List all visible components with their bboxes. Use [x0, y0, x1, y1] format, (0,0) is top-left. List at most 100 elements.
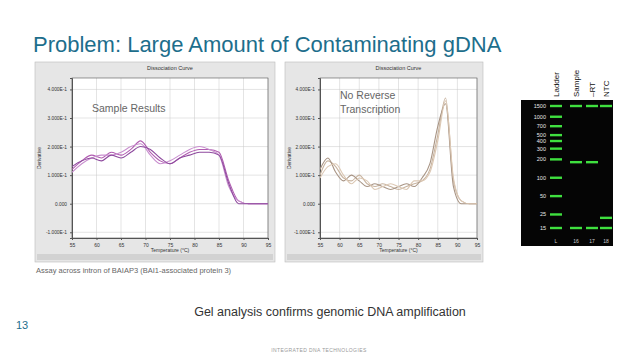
band [550, 134, 562, 136]
series-line [72, 147, 268, 204]
lane-number: 17 [589, 238, 595, 244]
grid-line [457, 78, 458, 238]
band [550, 213, 562, 215]
tick-label: 4.000E-1 [296, 87, 316, 92]
tick-label: 85 [217, 242, 223, 248]
plot-frame [320, 78, 477, 238]
tick: 95 [475, 238, 481, 248]
band [550, 177, 562, 179]
series-group [320, 98, 477, 204]
ladder-label: 300 [537, 146, 546, 152]
tick-label: 1.000E-1 [296, 173, 316, 178]
caption: Assay across intron of BAIAP3 (BAI1-asso… [36, 266, 232, 275]
tick: 80 [192, 238, 198, 248]
tick-label: 65 [357, 242, 363, 248]
grid-line [398, 78, 399, 238]
axis-line [73, 239, 269, 241]
tick-label: 2.000E-1 [48, 145, 68, 150]
band [550, 147, 562, 149]
tick: 0.000 [303, 202, 320, 207]
page-number: 13 [16, 319, 28, 331]
tick-label: 3.000E-1 [48, 116, 68, 121]
tick-label: 90 [241, 242, 247, 248]
grid-line [437, 78, 438, 238]
band [550, 105, 562, 107]
tick-label: 85 [435, 242, 441, 248]
tick: 3.000E-1 [48, 116, 72, 121]
tick-label: 3.000E-1 [296, 116, 316, 121]
tick: 1.000E-1 [48, 173, 72, 178]
ladder-label: 1000 [534, 114, 546, 120]
band [586, 161, 598, 163]
bands [550, 105, 612, 229]
tick: 90 [455, 238, 461, 248]
tick: -1.000E-1 [294, 230, 320, 235]
plot-area [320, 78, 477, 238]
tick: 0.000 [55, 202, 72, 207]
tick: 1.000E-1 [296, 173, 320, 178]
band [550, 227, 562, 229]
band [550, 158, 562, 160]
plot-area [72, 78, 268, 238]
tick: 85 [435, 238, 441, 248]
ladder-label: 1500 [534, 103, 546, 109]
series-line [320, 101, 477, 204]
band [550, 195, 562, 197]
band [550, 116, 562, 118]
tick-label: -1.000E-1 [46, 230, 67, 235]
tick-label: 65 [119, 242, 125, 248]
tick: 95 [266, 238, 272, 248]
ladder-label: 100 [537, 175, 546, 181]
chart: Dissociation Curve-1.000E-10.0001.000E-1… [285, 62, 483, 262]
grid-line [170, 78, 171, 238]
band [600, 227, 612, 229]
band [586, 105, 598, 107]
tick: 65 [357, 238, 363, 248]
band [570, 227, 582, 229]
background [0, 0, 638, 359]
toolbar [287, 254, 481, 260]
tick: 4.000E-1 [296, 87, 320, 92]
series-line [320, 98, 477, 204]
tick: 2.000E-1 [296, 145, 320, 150]
grid-line [418, 78, 419, 238]
tick: 3.000E-1 [296, 116, 320, 121]
grid [72, 78, 268, 238]
grid-line [359, 78, 360, 238]
annotation: Transcription [340, 103, 400, 115]
toolbar [37, 254, 273, 260]
gel-background [521, 100, 613, 246]
tick-label: 90 [455, 242, 461, 248]
lane-number: 18 [603, 238, 609, 244]
ladder-label: 400 [537, 138, 546, 144]
lane-number: 16 [573, 238, 579, 244]
chart: Dissociation Curve -1.000E-1 0.000 1.000E-1… [35, 62, 275, 262]
ladder-label: 700 [537, 123, 546, 129]
grid-line [219, 78, 220, 238]
slide-title: Problem: Large Amount of Contaminating g… [33, 32, 502, 57]
series-line [320, 104, 477, 204]
y-axis-title: Derivative [286, 147, 292, 169]
plot-frame [72, 78, 268, 238]
chart-title: Dissociation Curve [147, 65, 193, 71]
annotation: Sample Results [92, 102, 166, 114]
series-line [72, 141, 268, 204]
grid-line [378, 78, 379, 238]
tick: 55 [70, 238, 76, 248]
tick-label: 1.000E-1 [48, 173, 68, 178]
tick: -1.000E-1 [46, 230, 72, 235]
tick-label: 95 [475, 242, 481, 248]
tick: 70 [143, 238, 149, 248]
ladder-label: 200 [537, 156, 546, 162]
tick-label: 0.000 [303, 202, 315, 207]
gel: LadderSample–RTNTC1500100070050040030020… [521, 69, 613, 246]
grid [320, 78, 477, 238]
tick-label: 4.000E-1 [48, 87, 68, 92]
tick-label: 95 [266, 242, 272, 248]
band [600, 217, 612, 219]
x-axis-title: Temperature (°C) [151, 247, 190, 253]
band [600, 105, 612, 107]
tick: 90 [241, 238, 247, 248]
lane-number: L [555, 238, 558, 244]
tick: 60 [337, 238, 343, 248]
